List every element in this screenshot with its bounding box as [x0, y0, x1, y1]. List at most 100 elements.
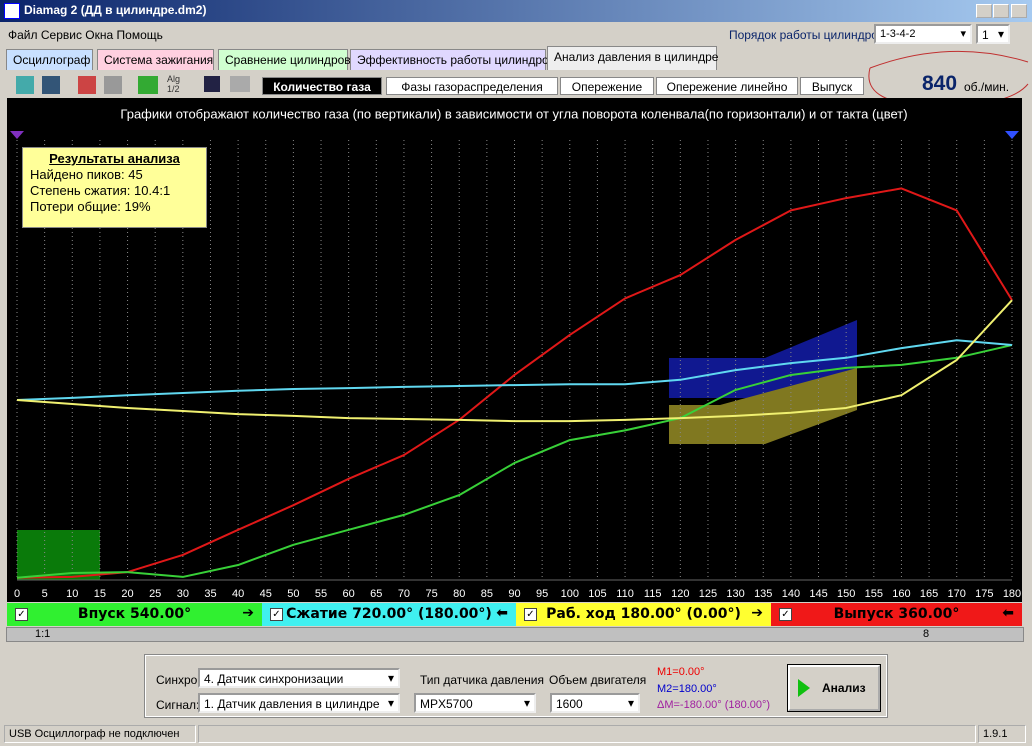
x-tick-label: 115 [644, 588, 662, 600]
results-line: Найдено пиков: 45 [30, 167, 143, 182]
x-tick-label: 5 [42, 588, 48, 600]
results-title: Результаты анализа [49, 151, 180, 166]
intake-zone [17, 530, 100, 580]
menu-item[interactable]: Сервис [40, 28, 82, 42]
x-tick-label: 145 [809, 588, 827, 600]
tool-icon[interactable] [104, 76, 122, 94]
x-tick-label: 165 [920, 588, 938, 600]
x-tick-label: 20 [121, 588, 133, 600]
signal-combo[interactable]: 1. Датчик давления в цилиндре [198, 693, 400, 713]
x-tick-label: 90 [508, 588, 520, 600]
x-tick-label: 170 [948, 588, 966, 600]
menu-item[interactable]: Помощь [116, 28, 163, 42]
x-tick-label: 55 [315, 588, 327, 600]
maximize-button[interactable] [993, 4, 1009, 18]
title-bar: Diamag 2 (ДД в цилиндре.dm2) [0, 0, 1032, 22]
x-tick-label: 105 [588, 588, 606, 600]
x-tick-label: 85 [481, 588, 493, 600]
x-tick-label: 100 [561, 588, 579, 600]
settings-panel: Синхро: 4. Датчик синхронизации Сигнал: … [144, 654, 888, 718]
alg-icon[interactable]: Alg 1/2 [167, 74, 181, 94]
phase[interactable]: ✓ Впуск 540.00° ➔ [7, 603, 262, 626]
subtab-active[interactable]: Количество газа [262, 77, 382, 95]
sync-combo[interactable]: 4. Датчик синхронизации [198, 668, 400, 688]
tool-icon[interactable] [230, 76, 250, 92]
sync-label: Синхро: [156, 673, 201, 687]
tool-icon[interactable] [78, 76, 96, 94]
marker-zone [669, 368, 857, 444]
version: 1.9.1 [978, 725, 1026, 743]
phase[interactable]: ✓ Раб. ход 180.00° (0.00°) ➔ [516, 603, 771, 626]
button-label: Анализ [822, 681, 866, 695]
tab-active[interactable]: Анализ давления в цилиндре [547, 46, 718, 70]
tab[interactable]: Система зажигания [97, 49, 214, 70]
delta-m: ΔM=-180.00° (180.00°) [657, 699, 771, 711]
subtab[interactable]: Опережение [560, 77, 654, 95]
close-button[interactable] [1011, 4, 1027, 18]
tab[interactable]: Осциллограф [6, 49, 93, 70]
toolbar-icons: Alg 1/2 [12, 74, 257, 96]
phase[interactable]: ✓ Выпуск 360.00° ⬅ [771, 603, 1022, 626]
series-line [16, 299, 1013, 423]
sensor-combo[interactable]: MPX5700 [414, 693, 536, 713]
x-tick-label: 80 [453, 588, 465, 600]
tab[interactable]: Сравнение цилиндров [218, 49, 351, 70]
app-icon [4, 3, 20, 19]
x-tick-label: 175 [975, 588, 993, 600]
x-tick-label: 65 [370, 588, 382, 600]
rpm-unit: об./мин. [964, 80, 1010, 94]
tool-icon[interactable] [138, 76, 158, 94]
results-line: Степень сжатия: 10.4:1 [30, 183, 171, 198]
tab[interactable]: Эффективность работы цилиндров [350, 49, 555, 70]
m2: M2=180.00° [657, 683, 717, 695]
scroll-bar[interactable]: 1:1 8 [6, 627, 1024, 642]
menu-item[interactable]: Файл [8, 28, 38, 42]
rpm-value: 840 [922, 72, 958, 95]
cylinder-order-combo[interactable]: 1-3-4-2 [874, 24, 972, 44]
minimize-button[interactable] [976, 4, 992, 18]
save-icon[interactable] [204, 76, 220, 92]
status-message: USB Осциллограф не подключен [4, 725, 196, 743]
menu-item[interactable]: Окна [85, 28, 114, 42]
signal-label: Сигнал: [156, 698, 200, 712]
results-line: Потери общие: 19% [30, 199, 151, 214]
subtab[interactable]: Выпуск [800, 77, 864, 95]
tool-icon[interactable] [42, 76, 60, 94]
subtab[interactable]: Опережение линейно [656, 77, 798, 95]
x-tick-label: 95 [536, 588, 548, 600]
volume-combo[interactable]: 1600 [550, 693, 640, 713]
chart-title: Графики отображают количество газа (по в… [120, 106, 907, 121]
x-tick-label: 135 [754, 588, 772, 600]
x-tick-label: 110 [616, 588, 634, 600]
page-number: 8 [923, 628, 930, 640]
x-tick-label: 60 [343, 588, 355, 600]
x-tick-label: 155 [865, 588, 883, 600]
tool-icon[interactable] [16, 76, 34, 94]
results-box: Результаты анализа Найдено пиков: 45 Сте… [22, 147, 207, 228]
x-tick-label: 30 [177, 588, 189, 600]
x-tick-label: 180 [1003, 588, 1021, 600]
phase-label: Сжатие 720.00° (180.00°) [286, 606, 492, 622]
series-line [16, 344, 1013, 579]
x-tick-label: 130 [726, 588, 744, 600]
x-tick-label: 75 [425, 588, 437, 600]
x-tick-label: 125 [699, 588, 717, 600]
x-tick-label: 50 [287, 588, 299, 600]
x-tick-label: 45 [260, 588, 272, 600]
marker-zone [669, 320, 857, 398]
analyze-button[interactable]: Анализ [787, 664, 881, 712]
x-tick-label: 140 [782, 588, 800, 600]
x-tick-label: 15 [94, 588, 106, 600]
zoom: 1:1 [35, 628, 51, 640]
phase[interactable]: ✓ Сжатие 720.00° (180.00°) ⬅ [262, 603, 516, 626]
marker-m1 [10, 131, 24, 139]
volume-label: Объем двигателя [549, 673, 647, 687]
phase-label: Раб. ход 180.00° (0.00°) [546, 606, 741, 622]
subtab[interactable]: Фазы газораспределения [386, 77, 558, 95]
m1: M1=0.00° [657, 666, 705, 678]
window-title: Diamag 2 (ДД в цилиндре.dm2) [24, 3, 207, 17]
cylinder-spin[interactable]: 1 [976, 24, 1010, 44]
status-panel [198, 725, 976, 743]
series-line [16, 187, 1013, 579]
